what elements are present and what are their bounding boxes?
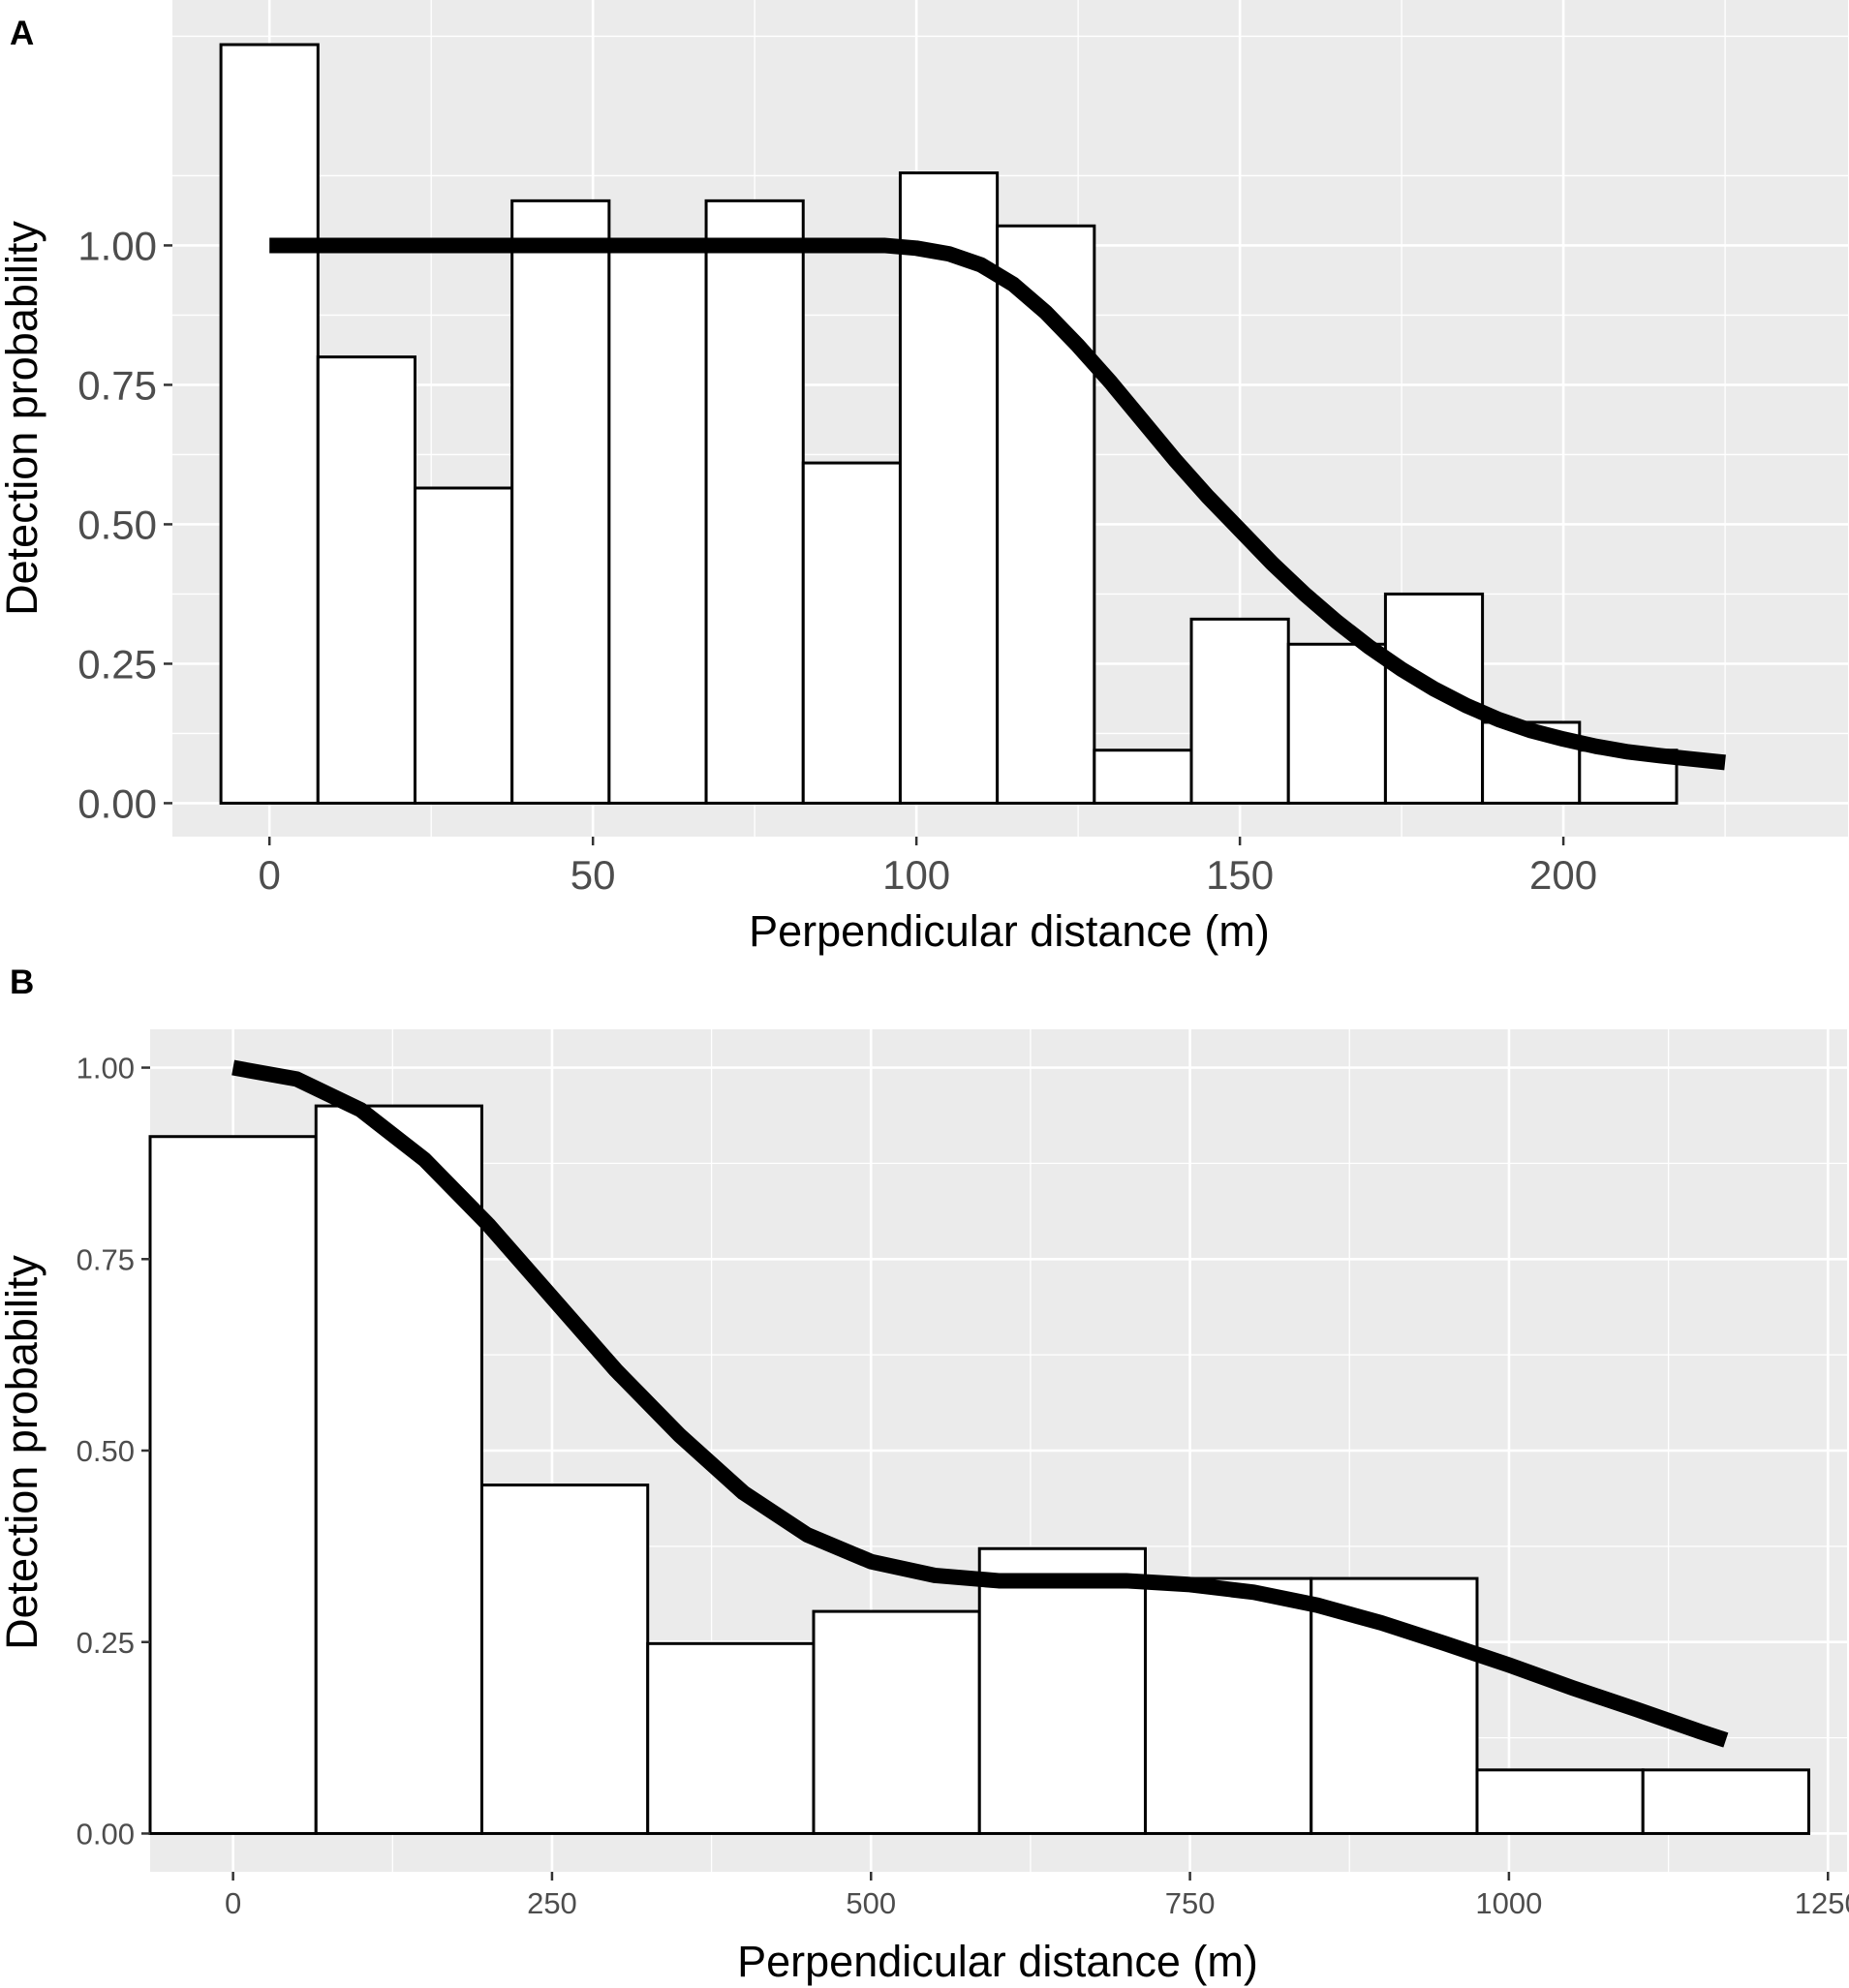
panel-a: A 0.00 0.25 0.50 0.75 1.00 0 50 100 150 200 Perp… [0,0,1848,956]
panel-a-x-tick-label: 50 [570,852,616,898]
panel-a-bar [316,355,416,805]
panel-b-x-tick-labels: 0 250 500 750 1000 1250 [225,1886,1849,1920]
panel-a-bar [704,199,805,805]
panel-a-y-tick-labels: 0.00 0.25 0.50 0.75 1.00 [77,224,157,827]
panel-a-bar [219,43,320,805]
panel-b-y-tick-label: 0.00 [77,1818,135,1851]
panel-a-x-tick-label: 100 [882,852,950,898]
panel-b-bar [479,1483,650,1835]
panel-b-bar [977,1546,1147,1835]
panel-b-bar [646,1641,816,1835]
panel-a-label: A [10,15,34,52]
panel-a-y-tick-label: 0.00 [77,781,157,827]
panel-a-detection-curve [269,237,1726,771]
panel-a-y-tick-label: 1.00 [77,224,157,269]
panel-a-y-tick-label: 0.50 [77,503,157,548]
panel-b-bar [314,1104,483,1835]
panel-b-y-tick-labels: 0.00 0.25 0.50 0.75 1.00 [77,1052,135,1851]
panel-a-gridlines [172,0,1848,837]
panel-b-x-tick-label: 1250 [1795,1886,1849,1920]
panel-a-bar [1189,617,1290,805]
panel-a-x-tick-label: 0 [259,852,281,898]
panel-b-x-tick-label: 1000 [1475,1886,1542,1920]
panel-a-bar [510,199,611,805]
panel-b-bar [812,1609,981,1835]
panel-a-bar [1286,642,1387,805]
panel-b-bar [1641,1768,1810,1835]
panel-b-y-tick-label: 0.50 [77,1434,135,1468]
panel-a-bar [1093,749,1193,805]
panel-a-bar [607,243,708,805]
panel-b-x-tick-label: 750 [1165,1886,1216,1920]
panel-b-y-axis-title: Detection probability [0,1255,46,1650]
panel-a-x-tick-label: 200 [1529,852,1597,898]
panel-a-y-axis-title: Detection probability [0,221,46,616]
panel-a-x-tick-labels: 0 50 100 150 200 [259,852,1598,898]
panel-a-bar [898,171,1000,805]
panel-b-x-tick-label: 500 [846,1886,896,1920]
panel-b-label: B [10,963,34,1001]
panel-a-x-axis-title: Perpendicular distance (m) [749,906,1270,956]
panel-b-x-tick-label: 250 [527,1886,577,1920]
panel-b: B 0.00 0.25 0.50 0.75 1.00 0 250 500 750 1000 125… [0,963,1849,1986]
panel-a-bar [413,486,514,805]
panel-b-y-tick-label: 1.00 [77,1052,135,1086]
panel-a-x-tick-label: 150 [1206,852,1274,898]
panel-b-bar [148,1135,318,1835]
panel-b-y-tick-label: 0.75 [77,1242,135,1276]
panel-b-x-axis-title: Perpendicular distance (m) [737,1937,1258,1986]
panel-b-bar [1475,1768,1645,1835]
panel-a-y-tick-label: 0.75 [77,363,157,409]
panel-b-bars [148,1104,1810,1835]
panel-b-detection-curve [231,1059,1729,1748]
panel-b-x-tick-label: 0 [225,1886,241,1920]
panel-b-axis-ticks [141,1066,1830,1881]
panel-a-bar [801,461,902,805]
panel-a-bars [219,43,1679,805]
panel-b-y-tick-label: 0.25 [77,1626,135,1660]
panel-a-y-tick-label: 0.25 [77,642,157,688]
panel-b-bar [1143,1576,1313,1835]
panel-a-axis-ticks [164,244,1565,845]
